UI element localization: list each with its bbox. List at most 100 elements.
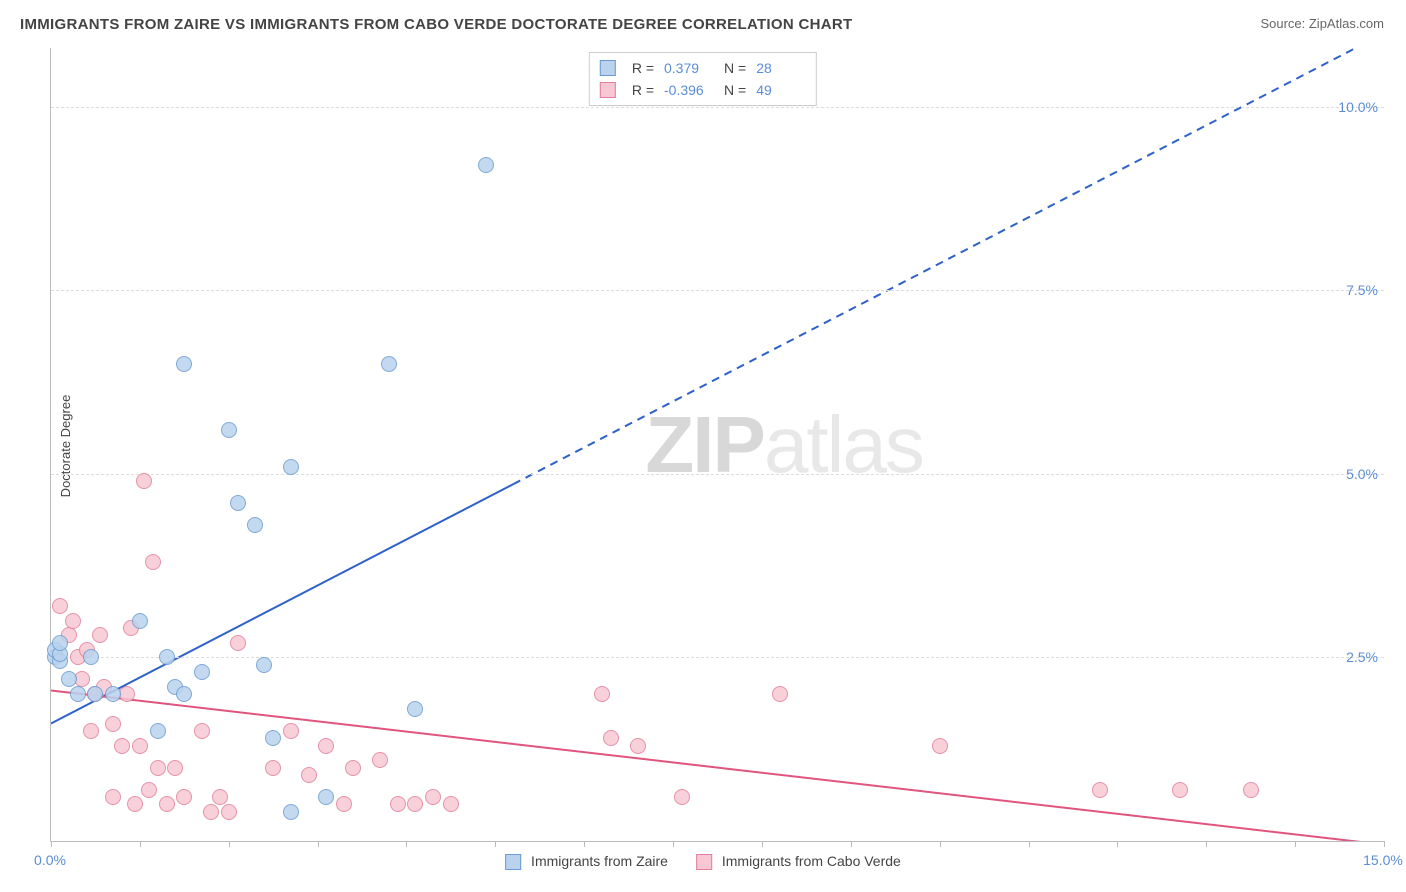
scatter-point-cabo-verde (105, 789, 121, 805)
scatter-point-zaire (159, 649, 175, 665)
n-value-zaire: 28 (756, 57, 806, 79)
series-legend-bottom: Immigrants from Zaire Immigrants from Ca… (505, 853, 901, 870)
x-tick (584, 841, 585, 847)
x-tick (318, 841, 319, 847)
legend-label-zaire: Immigrants from Zaire (531, 853, 668, 869)
r-value-cabo-verde: -0.396 (664, 79, 714, 101)
y-tick-label: 10.0% (1338, 99, 1378, 115)
swatch-zaire (600, 60, 616, 76)
scatter-point-cabo-verde (1243, 782, 1259, 798)
gridline-h (51, 474, 1384, 475)
scatter-point-cabo-verde (141, 782, 157, 798)
scatter-point-cabo-verde (159, 796, 175, 812)
scatter-point-cabo-verde (932, 738, 948, 754)
scatter-point-zaire (230, 495, 246, 511)
scatter-point-cabo-verde (132, 738, 148, 754)
scatter-point-cabo-verde (150, 760, 166, 776)
scatter-point-zaire (150, 723, 166, 739)
x-tick (406, 841, 407, 847)
scatter-point-cabo-verde (372, 752, 388, 768)
scatter-point-zaire (256, 657, 272, 673)
gridline-h (51, 657, 1384, 658)
scatter-point-zaire (407, 701, 423, 717)
scatter-point-zaire (194, 664, 210, 680)
scatter-point-cabo-verde (443, 796, 459, 812)
watermark: ZIPatlas (645, 399, 922, 491)
chart-title: IMMIGRANTS FROM ZAIRE VS IMMIGRANTS FROM… (20, 16, 852, 33)
y-tick-label: 7.5% (1346, 282, 1378, 298)
legend-item-zaire: Immigrants from Zaire (505, 853, 668, 870)
scatter-point-cabo-verde (230, 635, 246, 651)
scatter-point-zaire (52, 635, 68, 651)
r-value-zaire: 0.379 (664, 57, 714, 79)
scatter-point-cabo-verde (390, 796, 406, 812)
scatter-point-cabo-verde (336, 796, 352, 812)
scatter-point-cabo-verde (145, 554, 161, 570)
scatter-point-zaire (265, 730, 281, 746)
scatter-point-cabo-verde (65, 613, 81, 629)
x-tick (1206, 841, 1207, 847)
x-tick (51, 841, 52, 847)
scatter-point-cabo-verde (105, 716, 121, 732)
legend-item-cabo-verde: Immigrants from Cabo Verde (696, 853, 901, 870)
x-tick-label: 15.0% (1363, 852, 1403, 868)
gridline-h (51, 290, 1384, 291)
x-tick (1117, 841, 1118, 847)
legend-label-cabo-verde: Immigrants from Cabo Verde (722, 853, 901, 869)
scatter-point-cabo-verde (127, 796, 143, 812)
scatter-point-cabo-verde (83, 723, 99, 739)
trend-lines-layer (51, 48, 1384, 841)
scatter-point-zaire (221, 422, 237, 438)
watermark-bold: ZIP (645, 400, 763, 489)
statistics-legend-box: R = 0.379 N = 28 R = -0.396 N = 49 (589, 52, 817, 106)
y-tick-label: 5.0% (1346, 466, 1378, 482)
scatter-point-cabo-verde (674, 789, 690, 805)
scatter-point-cabo-verde (594, 686, 610, 702)
scatter-point-cabo-verde (176, 789, 192, 805)
scatter-point-zaire (283, 459, 299, 475)
scatter-point-cabo-verde (318, 738, 334, 754)
scatter-point-cabo-verde (265, 760, 281, 776)
x-tick (851, 841, 852, 847)
r-label: R = (632, 79, 654, 101)
x-tick-label: 0.0% (34, 852, 66, 868)
x-tick (495, 841, 496, 847)
x-tick (673, 841, 674, 847)
source-attribution: Source: ZipAtlas.com (1260, 16, 1384, 31)
scatter-point-cabo-verde (212, 789, 228, 805)
scatter-point-cabo-verde (114, 738, 130, 754)
x-tick (1384, 841, 1385, 847)
n-value-cabo-verde: 49 (756, 79, 806, 101)
swatch-cabo-verde (600, 82, 616, 98)
scatter-plot-area: ZIPatlas (50, 48, 1384, 842)
scatter-point-zaire (318, 789, 334, 805)
x-tick (140, 841, 141, 847)
x-tick (1295, 841, 1296, 847)
watermark-light: atlas (764, 400, 923, 489)
scatter-point-cabo-verde (407, 796, 423, 812)
scatter-point-cabo-verde (772, 686, 788, 702)
trend-line (513, 48, 1384, 484)
scatter-point-zaire (247, 517, 263, 533)
scatter-point-cabo-verde (283, 723, 299, 739)
scatter-point-cabo-verde (603, 730, 619, 746)
trend-line (51, 690, 1384, 841)
scatter-point-cabo-verde (194, 723, 210, 739)
swatch-zaire (505, 854, 521, 870)
source-label: Source: (1260, 16, 1308, 31)
scatter-point-zaire (176, 686, 192, 702)
r-label: R = (632, 57, 654, 79)
x-tick (940, 841, 941, 847)
n-label: N = (724, 79, 746, 101)
scatter-point-zaire (87, 686, 103, 702)
scatter-point-cabo-verde (92, 627, 108, 643)
scatter-point-cabo-verde (630, 738, 646, 754)
x-tick (1029, 841, 1030, 847)
y-tick-label: 2.5% (1346, 649, 1378, 665)
stats-row-cabo-verde: R = -0.396 N = 49 (600, 79, 806, 101)
scatter-point-cabo-verde (301, 767, 317, 783)
scatter-point-cabo-verde (1092, 782, 1108, 798)
scatter-point-zaire (176, 356, 192, 372)
scatter-point-zaire (105, 686, 121, 702)
scatter-point-cabo-verde (203, 804, 219, 820)
